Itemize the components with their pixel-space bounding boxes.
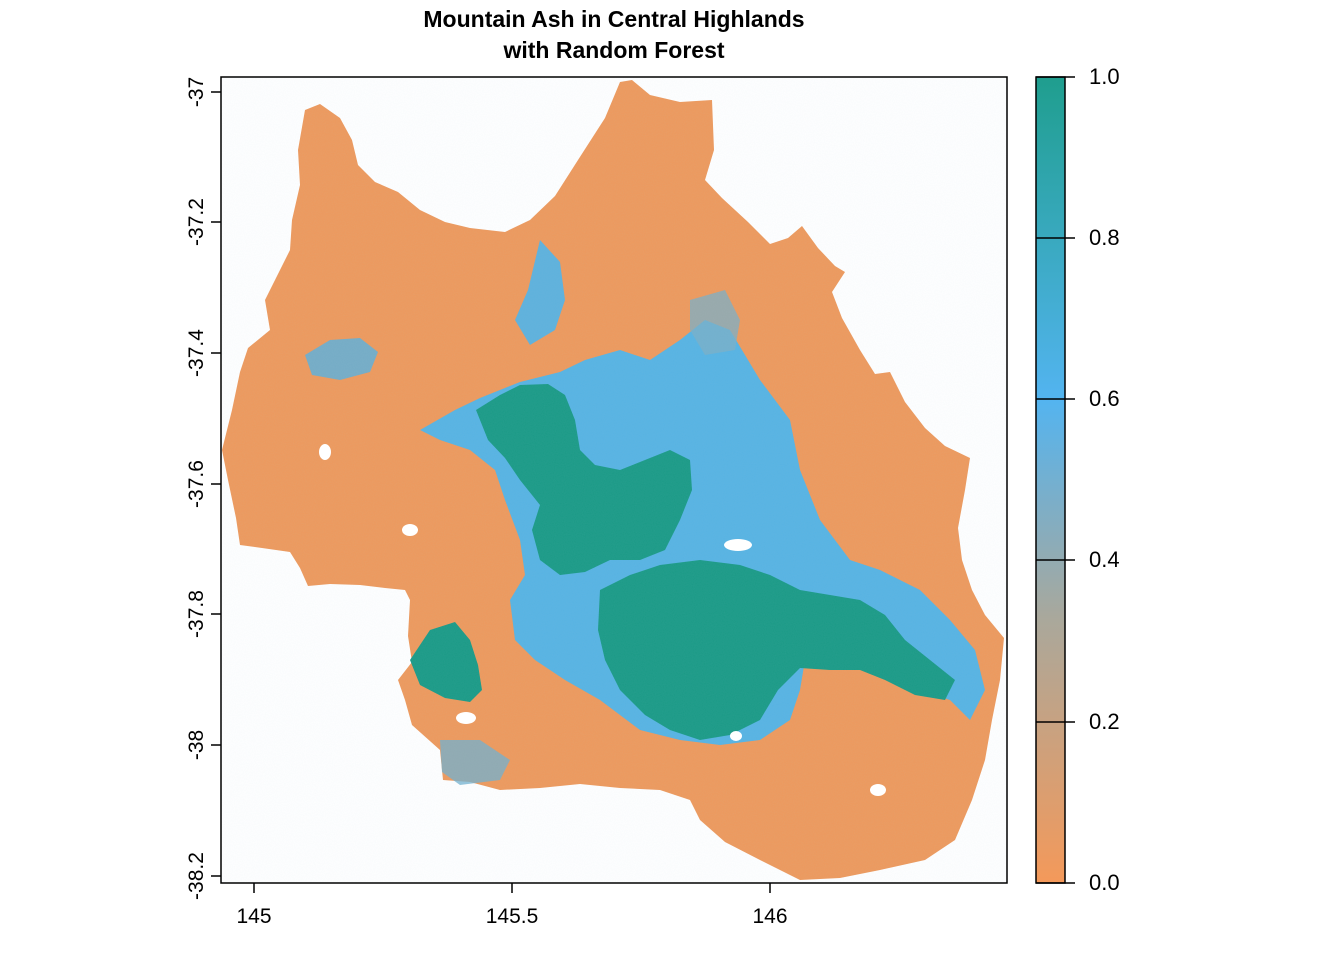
plot-title-line-1: Mountain Ash in Central Highlands bbox=[423, 6, 805, 32]
plot-frame bbox=[220, 76, 1008, 884]
probability-raster bbox=[221, 77, 1007, 883]
y-tick-label: -37.6 bbox=[185, 460, 208, 508]
y-axis bbox=[211, 91, 221, 877]
x-axis bbox=[253, 883, 771, 893]
y-tick-label: -38.2 bbox=[185, 852, 208, 900]
x-tick-label: 145.5 bbox=[486, 905, 539, 928]
x-tick-label: 146 bbox=[752, 905, 787, 928]
legend-tick-label: 0.8 bbox=[1089, 225, 1120, 250]
legend-tick-label: 0.2 bbox=[1089, 709, 1120, 734]
x-tick-label: 145 bbox=[236, 905, 271, 928]
legend-tick-label: 0.0 bbox=[1089, 870, 1120, 895]
legend-tick-label: 0.4 bbox=[1089, 547, 1120, 572]
legend-colorbar bbox=[1035, 76, 1066, 884]
legend-tick-label: 1.0 bbox=[1089, 64, 1120, 89]
y-tick-label: -38 bbox=[185, 730, 208, 760]
legend-ticks bbox=[1036, 76, 1075, 884]
y-tick-label: -37.4 bbox=[185, 329, 208, 377]
y-tick-label: -37.2 bbox=[185, 198, 208, 246]
plot-title-line-2: with Random Forest bbox=[503, 37, 725, 63]
y-tick-label: -37 bbox=[185, 77, 208, 107]
legend-tick-label: 0.6 bbox=[1089, 386, 1120, 411]
y-tick-label: -37.8 bbox=[185, 590, 208, 638]
